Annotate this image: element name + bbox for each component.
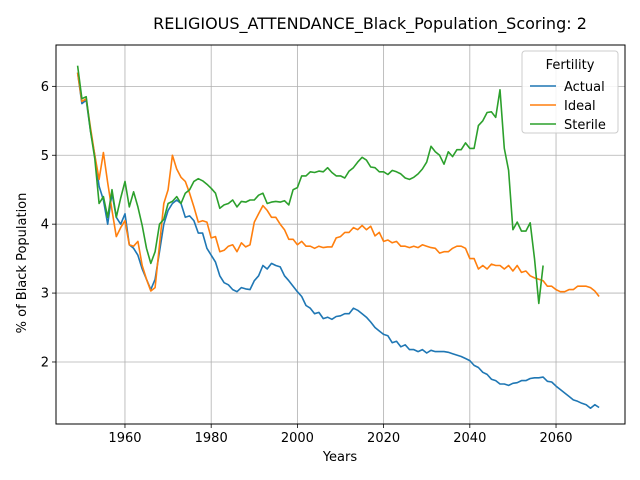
series-line-ideal bbox=[76, 72, 600, 297]
legend-box bbox=[521, 50, 619, 134]
series-line-actual bbox=[76, 72, 600, 409]
y-tick-label: 6 bbox=[41, 80, 49, 95]
x-tick-label: 1960 bbox=[108, 431, 141, 446]
series-line-sterile bbox=[76, 65, 544, 305]
y-tick-label: 2 bbox=[41, 355, 49, 370]
chart-title: RELIGIOUS_ATTENDANCE_Black_Population_Sc… bbox=[153, 14, 587, 34]
legend-title: Fertility bbox=[546, 58, 595, 73]
y-tick-label: 3 bbox=[41, 287, 49, 302]
x-tick-label: 2060 bbox=[539, 431, 572, 446]
plot-frame bbox=[55, 44, 626, 425]
x-tick-label: 1980 bbox=[195, 431, 228, 446]
x-tick-label: 2020 bbox=[367, 431, 400, 446]
y-tick-label: 5 bbox=[41, 149, 49, 164]
series-layer bbox=[76, 65, 600, 409]
x-tick-label: 2040 bbox=[453, 431, 486, 446]
y-axis: 2 3 4 5 6 bbox=[41, 80, 56, 370]
y-axis-label: % of Black Population bbox=[15, 193, 30, 334]
y-tick-label: 4 bbox=[41, 218, 49, 233]
legend-label-ideal: Ideal bbox=[564, 99, 596, 114]
x-axis-label: Years bbox=[322, 450, 358, 465]
legend-label-actual: Actual bbox=[564, 80, 605, 95]
x-tick-label: 2000 bbox=[281, 431, 314, 446]
legend-label-sterile: Sterile bbox=[564, 118, 606, 133]
x-axis: 1960 1980 2000 2020 2040 2060 bbox=[108, 424, 573, 446]
legend: Fertility Actual Ideal Sterile bbox=[521, 50, 619, 134]
